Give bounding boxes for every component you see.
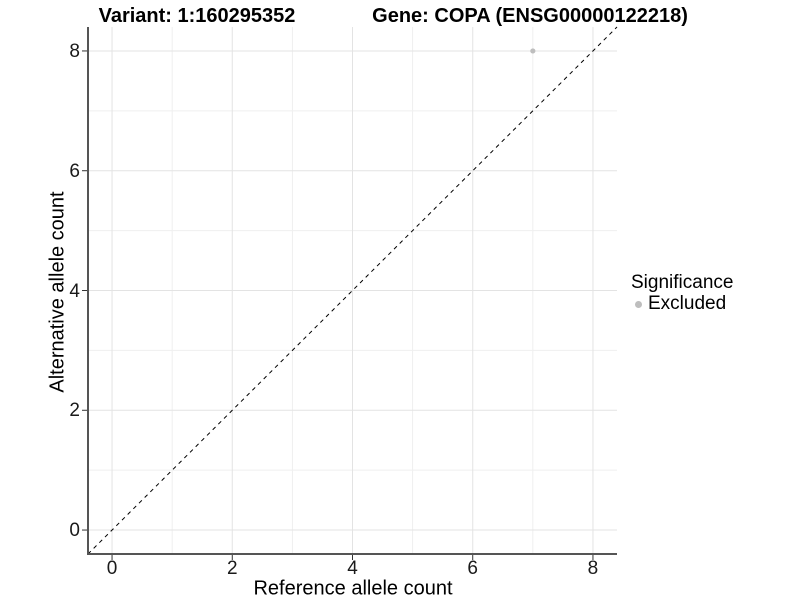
x-tick-label: 6 xyxy=(467,558,478,579)
y-tick-label: 6 xyxy=(69,160,80,182)
y-tick-label: 4 xyxy=(69,280,80,302)
y-tick-label: 0 xyxy=(69,520,80,542)
legend-item-excluded: Excluded xyxy=(631,294,733,314)
x-tick-label: 2 xyxy=(226,558,238,579)
legend-title: Significance xyxy=(631,272,734,293)
plot-title-variant: Variant: 1:160295352 xyxy=(98,5,296,27)
legend-item-label: Excluded xyxy=(648,293,727,314)
x-tick-label: 4 xyxy=(347,558,358,579)
legend: Significance Excluded xyxy=(631,272,733,314)
y-tick-label: 2 xyxy=(69,400,80,422)
data-point xyxy=(530,48,536,54)
x-tick-label: 8 xyxy=(587,558,599,579)
y-tick-label: 8 xyxy=(69,40,80,62)
legend-key-dot-icon xyxy=(635,300,642,308)
plot-title-gene: Gene: COPA (ENSG00000122218) xyxy=(372,5,688,27)
x-axis-label: Reference allele count xyxy=(253,577,453,600)
x-tick-label: 0 xyxy=(106,558,118,579)
